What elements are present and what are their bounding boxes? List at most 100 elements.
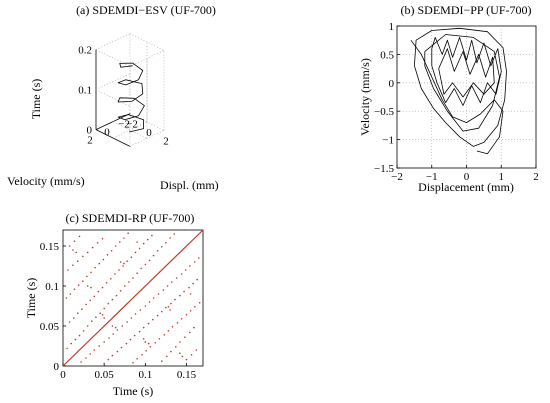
panel-c-recurrence-point bbox=[161, 246, 163, 248]
panel-c-recurrence-point bbox=[70, 342, 72, 345]
panel-c-recurrence-point bbox=[179, 341, 181, 343]
panel-a-title: (a) SDEMDI−ESV (UF-700) bbox=[76, 3, 216, 17]
panel-b-x-tick-label: 2 bbox=[533, 171, 539, 183]
panel-c-recurrence-point bbox=[142, 242, 145, 245]
panel-c-recurrence-point bbox=[98, 345, 100, 347]
panel-b-x-tick-label: −1 bbox=[426, 171, 438, 183]
panel-c-recurrence-point bbox=[116, 329, 119, 331]
panel-c-recurrence-point bbox=[97, 290, 100, 293]
panel-a-x-tick-label: 2 bbox=[163, 135, 169, 147]
panel-c-recurrence-point bbox=[193, 326, 195, 329]
panel-c-recurrence-point bbox=[114, 326, 117, 329]
panel-c-recurrence-point bbox=[189, 331, 191, 334]
panel-c-recurrence-point bbox=[148, 301, 151, 303]
panel-c-recurrence-point bbox=[132, 277, 134, 279]
panel-c-recurrence-point bbox=[89, 353, 91, 355]
panel-c-recurrence-point bbox=[108, 337, 110, 339]
panel-c-recurrence-point bbox=[179, 294, 181, 297]
panel-c-recurrence-point bbox=[140, 267, 142, 270]
panel-c-recurrence-point bbox=[116, 350, 119, 353]
panel-c-recurrence-plot: (c) SDEMDI-RP (UF-700) 0 0.05 0.1 0.15 0 0.05… bbox=[24, 211, 204, 398]
panel-c-recurrence-point bbox=[136, 272, 138, 275]
panel-a-x-tick-label: −2 bbox=[126, 119, 138, 131]
panel-c-recurrence-point bbox=[142, 338, 145, 340]
panel-a-y-tick-label: 0 bbox=[104, 127, 110, 139]
panel-c-recurrence-point bbox=[166, 285, 169, 287]
panel-c-recurrence-point bbox=[163, 334, 166, 336]
panel-a-grid-line bbox=[112, 121, 148, 139]
panel-c-recurrence-point bbox=[144, 305, 147, 307]
panel-a-z-tick-label: 0.1 bbox=[78, 85, 92, 97]
panel-c-recurrence-point bbox=[189, 310, 192, 312]
panel-b-orbit-line bbox=[414, 27, 507, 147]
panel-c-recurrence-point bbox=[156, 314, 159, 317]
panel-c-y-tick-label: 0.05 bbox=[40, 321, 60, 333]
panel-c-recurrence-point bbox=[189, 293, 192, 295]
panel-c-recurrence-point bbox=[148, 259, 151, 262]
panel-b-orbit-line bbox=[424, 34, 500, 132]
panel-c-recurrence-point bbox=[90, 271, 92, 274]
panel-c-recurrence-point bbox=[66, 347, 68, 350]
panel-c-recurrence-point bbox=[106, 254, 109, 256]
panel-c-recurrence-point bbox=[136, 241, 138, 243]
panel-b-title: (b) SDEMDI−PP (UF-700) bbox=[401, 3, 532, 17]
panel-c-recurrence-point bbox=[119, 261, 122, 263]
panel-c-recurrence-point bbox=[147, 322, 150, 325]
panel-b-x-label: Displacement (mm) bbox=[418, 180, 514, 194]
panel-b-y-tick-label: −0.5 bbox=[374, 106, 394, 118]
panel-b-x-tick-label: −2 bbox=[391, 171, 403, 183]
panel-b-orbit-line bbox=[431, 37, 502, 106]
panel-c-recurrence-point bbox=[162, 289, 165, 291]
panel-c-recurrence-point bbox=[134, 251, 137, 254]
panel-c-recurrence-point bbox=[78, 334, 81, 337]
panel-c-recurrence-point bbox=[68, 321, 71, 323]
panel-a-grid-line bbox=[95, 73, 131, 90]
panel-c-recurrence-point bbox=[64, 325, 67, 327]
panel-b-y-tick-label: 0 bbox=[389, 78, 395, 90]
panel-b-y-tick-label: 1 bbox=[389, 21, 395, 33]
panel-c-recurrence-point bbox=[180, 318, 183, 320]
panel-c-recurrence-point bbox=[90, 286, 92, 289]
panel-c-recurrence-point bbox=[183, 290, 185, 293]
panel-c-recurrence-point bbox=[185, 358, 188, 361]
panel-c-recurrence-point bbox=[112, 333, 114, 335]
panel-c-recurrence-point bbox=[171, 326, 174, 328]
panel-a-y-label: Velocity (mm/s) bbox=[7, 174, 85, 188]
panel-c-recurrence-point bbox=[126, 321, 128, 323]
panel-c-recurrence-point bbox=[151, 234, 153, 237]
panel-c-recurrence-point bbox=[130, 256, 133, 259]
panel-c-recurrence-point bbox=[77, 312, 79, 315]
panel-c-recurrence-point bbox=[82, 255, 84, 258]
panel-c-recurrence-point bbox=[128, 281, 130, 283]
panel-c-recurrence-point bbox=[185, 314, 188, 316]
panel-c-recurrence-point bbox=[184, 336, 186, 339]
panel-c-recurrence-point bbox=[157, 293, 160, 295]
panel-c-recurrence-point bbox=[101, 286, 104, 289]
panel-c-recurrence-point bbox=[192, 282, 194, 285]
panel-c-recurrence-point bbox=[103, 362, 105, 365]
panel-c-recurrence-point bbox=[122, 265, 124, 267]
panel-c-recurrence-point bbox=[91, 320, 93, 323]
panel-b-y-tick-label: −1 bbox=[382, 135, 394, 147]
panel-c-recurrence-point bbox=[188, 286, 190, 289]
panel-c-recurrence-point bbox=[101, 238, 104, 240]
panel-c-recurrence-point bbox=[121, 325, 124, 327]
panel-c-recurrence-point bbox=[98, 262, 100, 265]
panel-c-recurrence-point bbox=[68, 245, 71, 247]
panel-c-recurrence-point bbox=[165, 306, 167, 309]
panel-c-recurrence-point bbox=[96, 242, 99, 244]
panel-c-recurrence-point bbox=[195, 349, 198, 351]
panel-a-series bbox=[117, 62, 145, 133]
panel-a-axes-box bbox=[95, 33, 165, 147]
panel-c-recurrence-point bbox=[118, 269, 120, 271]
panel-b-grid bbox=[397, 26, 536, 168]
panel-c-recurrence-point bbox=[77, 284, 80, 287]
panel-c-recurrence-point bbox=[170, 302, 172, 305]
panel-c-recurrence-point bbox=[73, 288, 76, 291]
panel-c-y-label: Time (s) bbox=[24, 278, 38, 319]
panel-c-recurrence-point bbox=[93, 295, 96, 298]
panel-c-recurrence-point bbox=[175, 346, 177, 348]
panel-b-ticks: −2 −1 0 1 2 −1.5 −1 −0.5 0 0.5 1 bbox=[374, 21, 539, 183]
panel-a-x-label: Displ. (mm) bbox=[160, 178, 219, 192]
panel-b-x-tick-label: 0 bbox=[464, 171, 470, 183]
